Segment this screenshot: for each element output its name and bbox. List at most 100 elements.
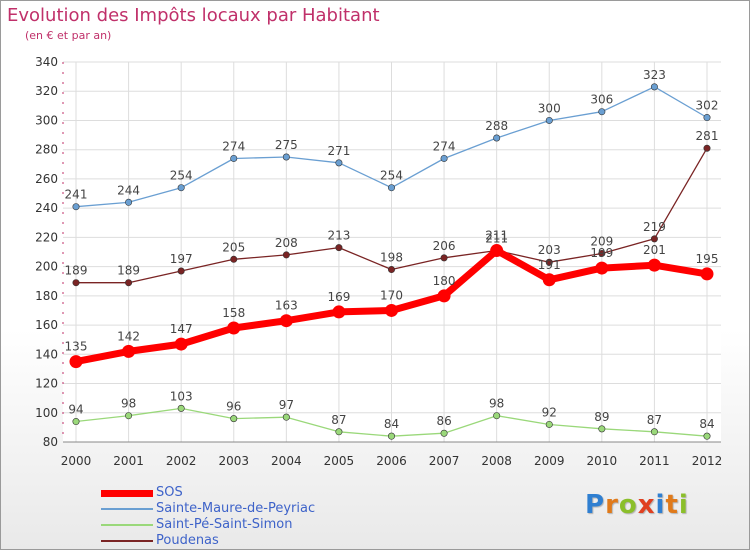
data-point-poudenas: [650, 235, 658, 243]
data-label-sainte-maure-de-peyriac: 306: [590, 93, 613, 107]
data-point-sos: [279, 314, 293, 328]
data-point-sainte-maure-de-peyriac: [230, 154, 238, 162]
y-tick-label: 320: [35, 84, 58, 98]
data-label-sos: 170: [380, 288, 403, 302]
y-tick-label: 300: [35, 113, 58, 127]
data-point-sainte-maure-de-peyriac: [703, 114, 711, 122]
x-tick-label: 2007: [429, 454, 460, 468]
logo-letter: P: [585, 490, 606, 520]
data-label-sos: 163: [275, 299, 298, 313]
data-label-sainte-maure-de-peyriac: 274: [433, 139, 456, 153]
data-point-sainte-maure-de-peyriac: [545, 116, 553, 124]
data-point-poudenas: [440, 254, 448, 262]
x-tick-label: 2004: [271, 454, 302, 468]
data-label-saint-pe-saint-simon: 87: [331, 413, 346, 427]
data-point-saint-pe-saint-simon: [72, 418, 80, 426]
data-label-saint-pe-saint-simon: 94: [68, 403, 83, 417]
data-label-sos: 199: [590, 246, 613, 260]
data-label-saint-pe-saint-simon: 98: [489, 397, 504, 411]
data-label-sainte-maure-de-peyriac: 275: [275, 138, 298, 152]
data-label-saint-pe-saint-simon: 103: [170, 389, 193, 403]
data-label-poudenas: 209: [590, 234, 613, 248]
data-label-poudenas: 205: [222, 240, 245, 254]
data-point-sainte-maure-de-peyriac: [598, 108, 606, 116]
data-point-saint-pe-saint-simon: [493, 412, 501, 420]
x-tick-label: 2008: [481, 454, 512, 468]
legend-label-sos: SOS: [156, 485, 183, 500]
x-tick-label: 2000: [61, 454, 92, 468]
y-tick-label: 100: [35, 406, 58, 420]
y-tick-label: 340: [35, 55, 58, 69]
data-point-sos: [227, 321, 241, 335]
data-label-sos: 195: [696, 252, 719, 266]
data-label-sainte-maure-de-peyriac: 244: [117, 183, 140, 197]
x-tick-label: 2009: [534, 454, 565, 468]
x-tick-label: 2006: [376, 454, 407, 468]
data-label-poudenas: 281: [696, 129, 719, 143]
data-point-saint-pe-saint-simon: [335, 428, 343, 436]
y-tick-label: 160: [35, 318, 58, 332]
data-label-sos: 201: [643, 243, 666, 257]
y-tick-label: 140: [35, 347, 58, 361]
y-tick-label: 120: [35, 377, 58, 391]
data-point-saint-pe-saint-simon: [387, 432, 395, 440]
chart-subtitle: (en € et par an): [25, 29, 112, 42]
data-label-poudenas: 189: [117, 264, 140, 278]
data-label-saint-pe-saint-simon: 97: [279, 398, 294, 412]
data-point-poudenas: [230, 255, 238, 263]
y-tick-label: 240: [35, 201, 58, 215]
x-tick-label: 2005: [324, 454, 355, 468]
logo-letter: o: [618, 490, 638, 520]
proxiti-logo: Proxiti: [585, 490, 689, 520]
data-label-poudenas: 213: [327, 229, 350, 243]
data-label-poudenas: 189: [65, 264, 88, 278]
data-label-sainte-maure-de-peyriac: 254: [170, 169, 193, 183]
data-point-sos: [332, 305, 346, 319]
data-point-poudenas: [72, 279, 80, 287]
data-label-poudenas: 198: [380, 251, 403, 265]
data-label-sos: 211: [485, 229, 508, 243]
data-label-poudenas: 197: [170, 252, 193, 266]
logo-letter: x: [637, 490, 656, 520]
line-chart: 80 100 120 140 160 180 200 220 240 260 280 300 320 34…: [35, 55, 723, 468]
x-tick-label: 2001: [113, 454, 144, 468]
data-point-sainte-maure-de-peyriac: [282, 153, 290, 161]
legend-swatch-sos: [101, 490, 153, 497]
data-label-saint-pe-saint-simon: 84: [384, 417, 399, 431]
data-point-sainte-maure-de-peyriac: [72, 203, 80, 211]
data-label-saint-pe-saint-simon: 92: [542, 405, 557, 419]
data-label-sainte-maure-de-peyriac: 300: [538, 101, 561, 115]
x-tick-label: 2012: [692, 454, 723, 468]
data-point-poudenas: [598, 249, 606, 257]
y-tick-label: 80: [43, 435, 58, 449]
x-tick-label: 2003: [218, 454, 249, 468]
logo-letter: t: [665, 490, 679, 520]
data-point-saint-pe-saint-simon: [440, 429, 448, 437]
data-point-sos: [542, 273, 556, 287]
data-label-saint-pe-saint-simon: 84: [699, 417, 714, 431]
x-tick-label: 2010: [587, 454, 618, 468]
legend-swatch-poudenas: [101, 540, 153, 542]
x-tick-label: 2011: [639, 454, 670, 468]
data-label-sainte-maure-de-peyriac: 254: [380, 169, 403, 183]
data-point-poudenas: [335, 244, 343, 252]
data-point-sainte-maure-de-peyriac: [440, 154, 448, 162]
data-point-poudenas: [125, 279, 133, 287]
data-point-sos: [647, 258, 661, 272]
data-label-sos: 135: [65, 340, 88, 354]
data-point-sos: [385, 303, 398, 317]
data-point-sainte-maure-de-peyriac: [650, 83, 658, 91]
y-tick-label: 260: [35, 172, 58, 186]
data-label-sos: 142: [117, 329, 140, 343]
data-point-sos: [595, 261, 609, 275]
logo-letter: i: [678, 490, 689, 520]
data-label-poudenas: 206: [433, 239, 456, 253]
data-point-saint-pe-saint-simon: [598, 425, 606, 433]
data-point-sos: [122, 344, 136, 358]
data-label-poudenas: 219: [643, 220, 666, 234]
data-label-sos: 158: [222, 306, 245, 320]
data-point-poudenas: [177, 267, 185, 275]
y-tick-label: 280: [35, 143, 58, 157]
chart-title: Evolution des Impôts locaux par Habitant: [7, 5, 380, 26]
